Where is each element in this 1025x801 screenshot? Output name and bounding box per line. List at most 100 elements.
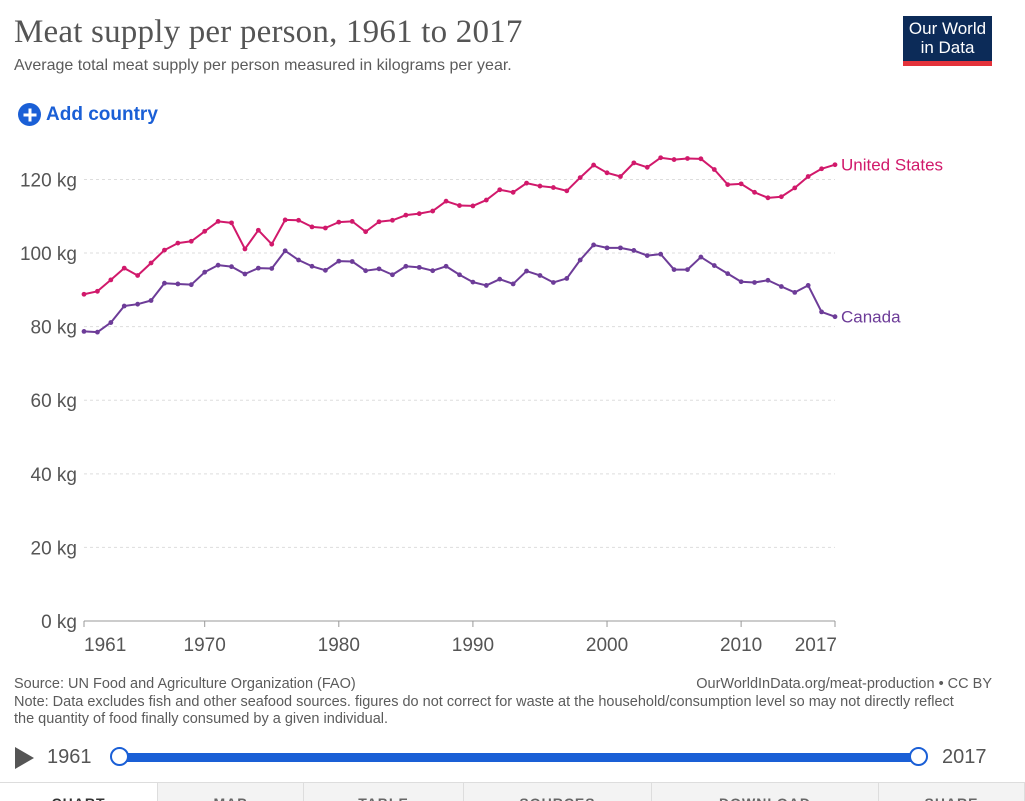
- data-point[interactable]: [175, 240, 181, 246]
- owid-logo[interactable]: Our World in Data: [903, 16, 992, 66]
- data-point[interactable]: [658, 251, 664, 257]
- data-point[interactable]: [269, 241, 275, 247]
- data-point[interactable]: [81, 329, 87, 334]
- data-point[interactable]: [269, 266, 275, 271]
- data-point[interactable]: [792, 290, 798, 295]
- tab-map[interactable]: MAP: [158, 783, 304, 801]
- data-point[interactable]: [631, 248, 637, 253]
- data-point[interactable]: [443, 198, 449, 204]
- tab-sources[interactable]: SOURCES: [464, 783, 652, 801]
- data-point[interactable]: [604, 245, 610, 251]
- series-united-states[interactable]: United States: [81, 155, 943, 297]
- data-point[interactable]: [550, 185, 556, 190]
- data-point[interactable]: [309, 224, 315, 230]
- data-point[interactable]: [403, 263, 409, 269]
- data-point[interactable]: [282, 248, 288, 254]
- data-point[interactable]: [550, 280, 556, 285]
- tab-share[interactable]: SHARE: [879, 783, 1025, 801]
- data-point[interactable]: [483, 283, 489, 288]
- data-point[interactable]: [202, 228, 208, 234]
- data-point[interactable]: [215, 262, 221, 268]
- data-point[interactable]: [430, 268, 436, 274]
- data-point[interactable]: [336, 258, 342, 264]
- data-point[interactable]: [778, 194, 784, 200]
- data-point[interactable]: [725, 182, 731, 187]
- data-point[interactable]: [416, 211, 422, 217]
- data-point[interactable]: [457, 272, 462, 278]
- data-point[interactable]: [457, 203, 462, 208]
- data-point[interactable]: [671, 157, 677, 162]
- data-point[interactable]: [162, 247, 167, 253]
- credit-link[interactable]: OurWorldInData.org/meat-production • CC …: [696, 676, 992, 692]
- data-point[interactable]: [148, 260, 154, 266]
- data-point[interactable]: [108, 277, 114, 283]
- data-point[interactable]: [309, 263, 315, 269]
- data-point[interactable]: [832, 162, 838, 168]
- data-point[interactable]: [229, 220, 234, 226]
- data-point[interactable]: [81, 291, 87, 297]
- data-point[interactable]: [738, 181, 744, 187]
- series-label[interactable]: United States: [841, 156, 943, 175]
- data-point[interactable]: [202, 269, 208, 275]
- data-point[interactable]: [671, 267, 677, 272]
- data-point[interactable]: [95, 329, 100, 335]
- data-point[interactable]: [805, 283, 811, 288]
- data-point[interactable]: [470, 279, 476, 285]
- data-point[interactable]: [698, 156, 704, 162]
- timeline-end-handle[interactable]: [909, 747, 928, 766]
- data-point[interactable]: [591, 162, 597, 168]
- data-point[interactable]: [282, 217, 288, 223]
- data-point[interactable]: [819, 309, 824, 315]
- data-point[interactable]: [135, 301, 141, 307]
- data-point[interactable]: [792, 185, 798, 191]
- data-point[interactable]: [483, 197, 489, 203]
- data-point[interactable]: [363, 268, 369, 274]
- data-point[interactable]: [403, 212, 409, 218]
- data-point[interactable]: [537, 273, 543, 278]
- data-point[interactable]: [711, 167, 717, 172]
- data-point[interactable]: [510, 281, 516, 287]
- data-point[interactable]: [752, 189, 757, 195]
- data-point[interactable]: [175, 281, 181, 287]
- data-point[interactable]: [524, 268, 529, 274]
- data-point[interactable]: [591, 242, 597, 248]
- data-point[interactable]: [470, 203, 476, 209]
- data-point[interactable]: [577, 175, 583, 180]
- data-point[interactable]: [832, 314, 838, 320]
- data-point[interactable]: [497, 187, 503, 193]
- data-point[interactable]: [537, 183, 543, 189]
- data-point[interactable]: [322, 267, 328, 273]
- data-point[interactable]: [685, 156, 690, 161]
- data-point[interactable]: [376, 266, 382, 272]
- data-point[interactable]: [644, 253, 650, 259]
- data-point[interactable]: [685, 267, 690, 272]
- data-point[interactable]: [108, 320, 114, 325]
- data-point[interactable]: [255, 227, 261, 233]
- data-point[interactable]: [765, 195, 771, 201]
- data-point[interactable]: [188, 238, 194, 244]
- data-point[interactable]: [296, 217, 301, 223]
- data-point[interactable]: [162, 280, 167, 286]
- tab-table[interactable]: TABLE: [304, 783, 464, 801]
- data-point[interactable]: [148, 298, 154, 303]
- play-icon[interactable]: [15, 747, 34, 769]
- data-point[interactable]: [95, 288, 100, 294]
- data-point[interactable]: [524, 180, 529, 186]
- data-point[interactable]: [215, 218, 221, 224]
- tab-download[interactable]: DOWNLOAD: [652, 783, 879, 801]
- data-point[interactable]: [255, 265, 261, 271]
- data-point[interactable]: [416, 264, 422, 270]
- data-point[interactable]: [564, 276, 570, 281]
- data-point[interactable]: [618, 174, 623, 179]
- data-point[interactable]: [819, 166, 824, 172]
- timeline-start-handle[interactable]: [110, 747, 129, 766]
- timeline-track[interactable]: [119, 753, 919, 762]
- add-country-button[interactable]: Add country: [18, 103, 158, 126]
- data-point[interactable]: [604, 170, 610, 176]
- series-canada[interactable]: Canada: [81, 242, 901, 335]
- data-point[interactable]: [296, 257, 301, 263]
- data-point[interactable]: [778, 284, 784, 289]
- data-point[interactable]: [765, 277, 771, 283]
- data-point[interactable]: [738, 279, 744, 285]
- data-point[interactable]: [229, 264, 234, 270]
